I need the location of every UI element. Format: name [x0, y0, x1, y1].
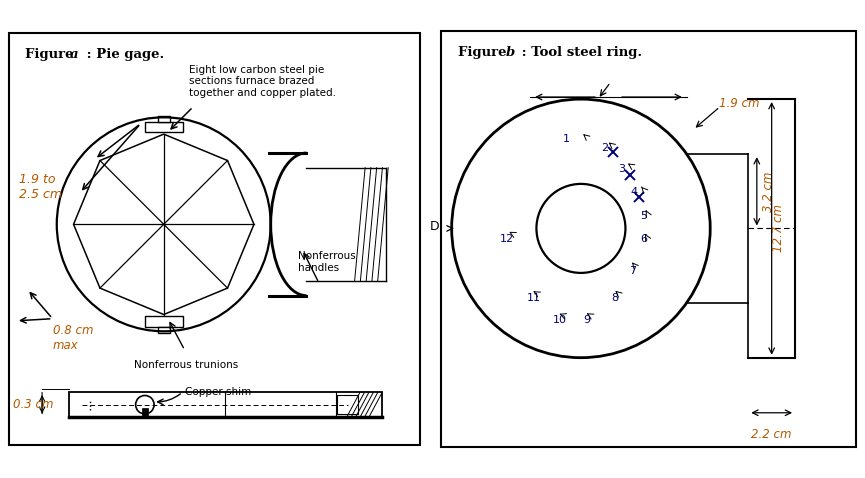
Text: Nonferrous trunions: Nonferrous trunions — [134, 360, 239, 370]
Text: 3.2 cm: 3.2 cm — [762, 171, 775, 212]
Text: 3: 3 — [618, 164, 625, 174]
Text: Copper shim: Copper shim — [185, 387, 251, 397]
Text: D: D — [429, 220, 439, 233]
Text: 1.9 cm: 1.9 cm — [719, 97, 759, 110]
Bar — [158, 116, 170, 121]
Text: 0.3 cm: 0.3 cm — [13, 398, 54, 411]
Text: 6: 6 — [640, 234, 647, 244]
Text: a: a — [69, 48, 78, 61]
Circle shape — [136, 395, 154, 414]
Text: : Pie gage.: : Pie gage. — [82, 48, 164, 61]
Text: b: b — [505, 46, 515, 59]
Text: 2.2 cm: 2.2 cm — [752, 428, 792, 441]
Text: 10: 10 — [553, 315, 567, 325]
Text: Figure: Figure — [25, 48, 79, 61]
Bar — [158, 327, 170, 333]
Text: 8: 8 — [612, 293, 618, 304]
Text: Eight low carbon steel pie
sections furnace brazed
together and copper plated.: Eight low carbon steel pie sections furn… — [189, 65, 336, 98]
Text: 11: 11 — [527, 293, 541, 304]
Text: Figure: Figure — [458, 46, 511, 59]
Text: : Tool steel ring.: : Tool steel ring. — [516, 46, 642, 59]
Bar — [144, 316, 183, 327]
Text: 12: 12 — [500, 234, 514, 244]
Text: 4: 4 — [631, 187, 638, 197]
Bar — [69, 392, 382, 417]
Text: 9: 9 — [584, 315, 591, 325]
Text: 0.8 cm
max: 0.8 cm max — [53, 324, 93, 352]
Text: 12.7 cm: 12.7 cm — [772, 205, 785, 252]
Text: 7: 7 — [629, 266, 636, 276]
Text: 5: 5 — [640, 211, 647, 221]
Text: 1: 1 — [562, 134, 569, 144]
Bar — [144, 121, 183, 132]
Text: Nonferrous
handles: Nonferrous handles — [298, 251, 356, 273]
Text: 2: 2 — [600, 143, 608, 153]
Bar — [336, 395, 357, 414]
Text: 1.9 to
2.5 cm: 1.9 to 2.5 cm — [19, 173, 62, 201]
Bar — [142, 408, 148, 417]
